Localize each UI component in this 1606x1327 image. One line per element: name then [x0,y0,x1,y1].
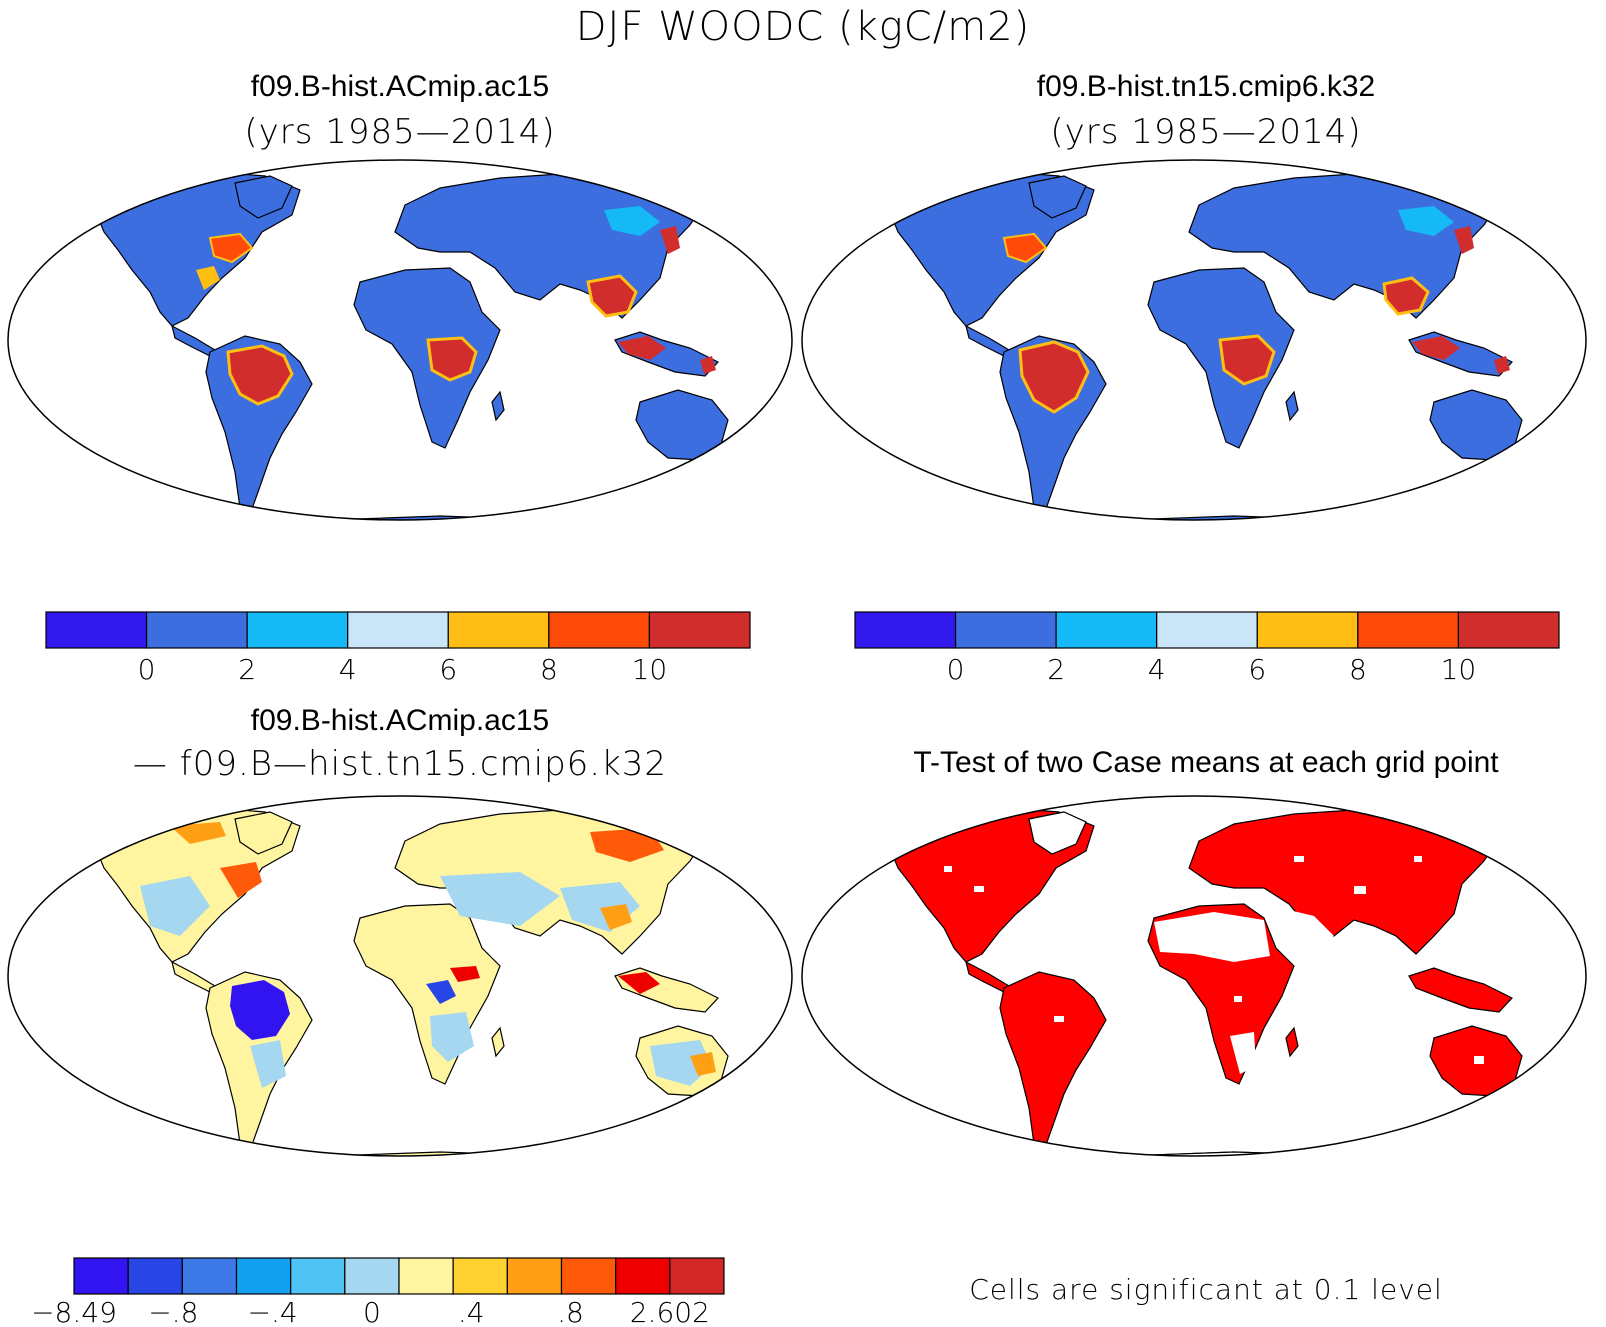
colorbar-swatch [45,611,148,649]
panel-1-subtitle: (yrs 1985—2014) [244,112,556,152]
map-panel-3 [7,795,793,1157]
colorbar-swatch [1055,611,1158,649]
colorbar-tick-label: .8 [557,1296,584,1327]
colorbar-swatch [246,611,349,649]
colorbar-swatch [669,1257,725,1295]
colorbar-swatch [181,1257,238,1295]
colorbar-swatch [127,1257,183,1295]
colorbar-tick-label: 10 [1441,653,1477,686]
panel-3-subtitle: — f09.B—hist.tn15.cmip6.k32 [132,744,668,784]
colorbar-swatch [506,1257,563,1295]
colorbar-tick-label: 10 [632,653,668,686]
colorbar-swatch [1256,611,1359,649]
colorbar-tick-label: 4 [1148,653,1166,686]
colorbar-tick-label: 0 [363,1296,381,1327]
figure-title: DJF WOODC (kgC/m2) [575,4,1031,50]
colorbar-swatch [347,611,449,649]
colorbar-tick-label: 4 [339,653,357,686]
colorbar-panel-2: 0 2 4 6 8 10 [854,611,1560,686]
colorbar-panel-1: 0 2 4 6 8 10 [45,611,751,686]
colorbar-swatch [398,1257,454,1295]
colorbar-swatch [560,1257,617,1295]
colorbar-swatch [235,1257,292,1295]
colorbar-swatch [452,1257,508,1295]
colorbar-tick-label: .4 [458,1296,485,1327]
colorbar-swatch [145,611,248,649]
colorbar-swatch [854,611,957,649]
panel-2-title: f09.B-hist.tn15.cmip6.k32 [1036,70,1376,103]
colorbar-tick-label: 0 [947,653,965,686]
colorbar-swatch [954,611,1057,649]
map-panel-1 [7,159,793,521]
colorbar-tick-label: 2 [1047,653,1065,686]
colorbar-panel-3: −8.49 −.8 −.4 0 .4 .8 2.602 [31,1257,725,1327]
colorbar-tick-label: 2.602 [630,1296,710,1327]
panel-4-note: Cells are significant at 0.1 level [969,1273,1443,1306]
colorbar-swatch [1357,611,1460,649]
colorbar-swatch [1457,611,1560,649]
colorbar-swatch [344,1257,400,1295]
panel-2-subtitle: (yrs 1985—2014) [1050,112,1362,152]
colorbar-swatch [1156,611,1258,649]
colorbar-swatch [548,611,651,649]
colorbar-tick-label: −.8 [148,1296,198,1327]
colorbar-tick-label: 8 [1349,653,1367,686]
colorbar-swatch [615,1257,671,1295]
map-panel-4 [801,795,1587,1157]
panel-1-title: f09.B-hist.ACmip.ac15 [250,70,550,103]
colorbar-swatch [648,611,751,649]
colorbar-tick-label: 6 [1248,653,1266,686]
colorbar-tick-label: −8.49 [31,1296,117,1327]
colorbar-tick-label: −.4 [248,1296,298,1327]
colorbar-swatch [290,1257,346,1295]
panel-3-title: f09.B-hist.ACmip.ac15 [250,704,550,737]
colorbar-tick-label: 0 [138,653,156,686]
panel-4-title: T-Test of two Case means at each grid po… [913,746,1499,779]
map-panel-2 [801,159,1587,521]
colorbar-swatch [447,611,550,649]
colorbar-tick-label: 6 [439,653,457,686]
colorbar-tick-label: 2 [238,653,256,686]
colorbar-swatch [73,1257,129,1295]
colorbar-tick-label: 8 [540,653,558,686]
